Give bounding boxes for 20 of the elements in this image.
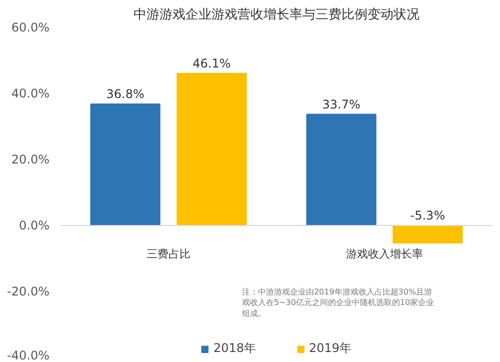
- data-label: -5.3%: [410, 208, 446, 222]
- bar: [392, 225, 463, 244]
- y-tick-label: -20.0%: [7, 284, 50, 298]
- legend-label: 2019年: [309, 340, 352, 357]
- chart-title: 中游游戏企业游戏营收增长率与三费比例变动状况: [134, 6, 420, 22]
- x-tick-label: 游戏收入增长率: [346, 248, 423, 260]
- y-tick-label: 40.0%: [11, 86, 50, 100]
- bar: [176, 72, 247, 226]
- data-label: 36.8%: [106, 87, 144, 102]
- legend-label: 2018年: [213, 340, 256, 357]
- bar: [306, 114, 376, 226]
- annotation: 注：中游游戏企业由2019年游戏收入占比超30%且游戏收入在5~30亿元之间的企业中随机选取的10家企业组成。: [242, 287, 434, 318]
- data-label: 46.1%: [192, 56, 231, 70]
- x-tick-label: 三费占比: [146, 248, 190, 260]
- y-tick-label: -40.0%: [7, 348, 50, 362]
- data-label: 33.7%: [322, 97, 360, 112]
- bar: [90, 104, 160, 226]
- y-tick-label: 20.0%: [11, 152, 50, 166]
- y-tick-label: 60.0%: [11, 20, 50, 34]
- y-tick-label: 0.0%: [19, 218, 50, 232]
